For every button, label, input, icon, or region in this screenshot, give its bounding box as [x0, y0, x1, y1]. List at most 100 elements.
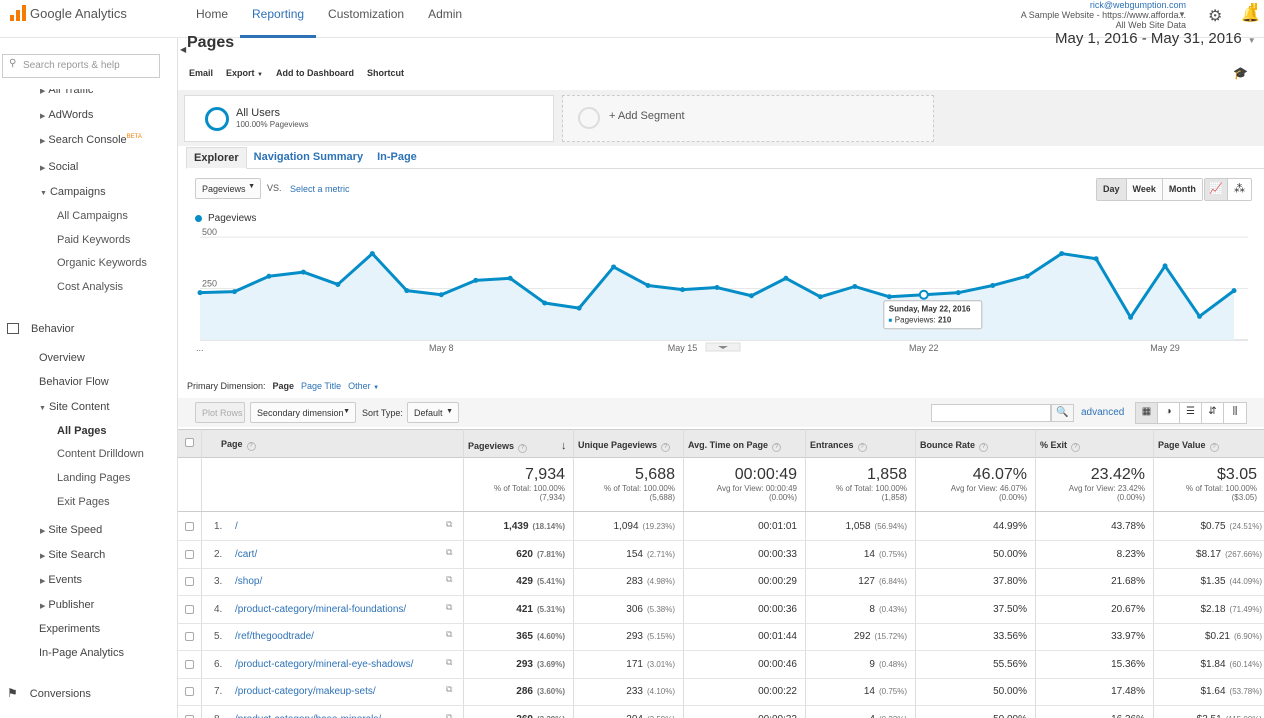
- data-table-icon[interactable]: ▦: [1136, 403, 1158, 423]
- table-row[interactable]: 2. /cart/ ⧉ 620 (7.81%) 154 (2.71%) 00:00:33 14(…: [178, 541, 1264, 569]
- tab-explorer[interactable]: Explorer: [186, 147, 247, 169]
- table-row[interactable]: 5. /ref/thegoodtrade/ ⧉ 365 (4.60%) 293 (5.15%…: [178, 623, 1264, 651]
- sidebar-item-organic-keywords[interactable]: Organic Keywords: [57, 257, 147, 269]
- sidebar-section-behavior[interactable]: Behavior: [7, 323, 74, 335]
- sidebar-item-search-console[interactable]: ▶ Search ConsoleBETA: [40, 134, 142, 146]
- sidebar-item-all-pages[interactable]: All Pages: [57, 425, 107, 437]
- page-path-link[interactable]: /shop/: [235, 576, 263, 587]
- table-row[interactable]: 3. /shop/ ⧉ 429 (5.41%) 283 (4.98%) 00:00:29 127…: [178, 568, 1264, 596]
- page-path-link[interactable]: /product-category/makeup-sets/: [235, 686, 376, 697]
- row-checkbox[interactable]: [185, 715, 194, 718]
- table-row[interactable]: 6. /product-category/mineral-eye-shadows/…: [178, 651, 1264, 679]
- sidebar-item-site-content[interactable]: ▼ Site Content: [39, 401, 110, 413]
- chevron-down-icon[interactable]: ▼: [1178, 10, 1186, 19]
- comparison-icon[interactable]: ⇵: [1202, 403, 1224, 423]
- table-filter-input[interactable]: [931, 404, 1051, 422]
- pivot-icon[interactable]: ⫼: [1224, 403, 1246, 423]
- metric-selector[interactable]: Pageviews ▼: [195, 178, 261, 199]
- page-path-link[interactable]: /: [235, 521, 238, 532]
- sidebar-item-overview[interactable]: Overview: [39, 352, 85, 364]
- col-page[interactable]: Page?: [221, 439, 256, 451]
- open-page-icon[interactable]: ⧉: [446, 657, 453, 667]
- col-exit[interactable]: % Exit?: [1040, 440, 1081, 452]
- row-checkbox[interactable]: [185, 687, 194, 696]
- account-selector[interactable]: rick@webgumption.com A Sample Website - …: [1021, 0, 1186, 30]
- col-page-value[interactable]: Page Value?: [1158, 440, 1219, 452]
- export-button[interactable]: Export ▼: [226, 68, 263, 78]
- table-row[interactable]: 1. / ⧉ 1,439 (18.14%) 1,094 (19.23%) 00:01:01 1,…: [178, 513, 1264, 541]
- row-checkbox[interactable]: [185, 577, 194, 586]
- sidebar-item-publisher[interactable]: ▶ Publisher: [40, 599, 95, 611]
- nav-customization[interactable]: Customization: [328, 7, 405, 21]
- gear-icon[interactable]: ⚙: [1208, 8, 1223, 25]
- day-button[interactable]: Day: [1097, 179, 1127, 200]
- week-button[interactable]: Week: [1126, 179, 1163, 200]
- sidebar-item-site-search[interactable]: ▶ Site Search: [40, 549, 106, 561]
- email-button[interactable]: Email: [189, 68, 214, 78]
- open-page-icon[interactable]: ⧉: [446, 712, 453, 718]
- table-row[interactable]: 4. /product-category/mineral-foundations/…: [178, 596, 1264, 624]
- search-icon[interactable]: 🔍: [1051, 404, 1074, 422]
- open-page-icon[interactable]: ⧉: [446, 547, 453, 557]
- open-page-icon[interactable]: ⧉: [446, 602, 453, 612]
- row-checkbox[interactable]: [185, 632, 194, 641]
- add-segment-button[interactable]: + Add Segment: [562, 95, 934, 142]
- search-input[interactable]: ⚲ Search reports & help: [2, 54, 160, 78]
- advanced-filter-link[interactable]: advanced: [1081, 407, 1125, 418]
- row-checkbox[interactable]: [185, 660, 194, 669]
- sidebar-item-paid-keywords[interactable]: Paid Keywords: [57, 234, 131, 246]
- open-page-icon[interactable]: ⧉: [446, 629, 453, 639]
- page-path-link[interactable]: /product-category/mineral-eye-shadows/: [235, 659, 414, 670]
- col-pageviews[interactable]: Pageviews? ↓: [468, 440, 567, 453]
- sidebar-item-behavior-flow[interactable]: Behavior Flow: [39, 376, 109, 388]
- graduation-cap-icon[interactable]: 🎓: [1233, 66, 1248, 80]
- sidebar-item-events[interactable]: ▶ Events: [40, 574, 83, 586]
- add-to-dashboard-button[interactable]: Add to Dashboard: [276, 68, 354, 78]
- tab-in-page[interactable]: In-Page: [377, 151, 417, 163]
- ga-logo[interactable]: Google Analytics: [10, 5, 127, 21]
- dimension-other[interactable]: Other ▼: [348, 381, 380, 391]
- page-path-link[interactable]: /product-category/mineral-foundations/: [235, 604, 407, 615]
- month-button[interactable]: Month: [1162, 179, 1202, 200]
- open-page-icon[interactable]: ⧉: [446, 574, 453, 584]
- col-unique-pageviews[interactable]: Unique Pageviews?: [578, 440, 671, 452]
- sidebar-item-in-page-analytics[interactable]: In-Page Analytics: [39, 647, 124, 659]
- dimension-page-title[interactable]: Page Title: [301, 381, 342, 391]
- dimension-page[interactable]: Page: [272, 381, 295, 391]
- sidebar-item-experiments[interactable]: Experiments: [39, 623, 101, 635]
- date-range-picker[interactable]: May 1, 2016 - May 31, 2016 ▼: [1055, 30, 1256, 47]
- col-entrances[interactable]: Entrances?: [810, 440, 867, 452]
- row-checkbox[interactable]: [185, 550, 194, 559]
- nav-reporting[interactable]: Reporting: [240, 0, 317, 38]
- sidebar-item-cost-analysis[interactable]: Cost Analysis: [57, 281, 124, 293]
- sidebar-item-landing-pages[interactable]: Landing Pages: [57, 472, 131, 484]
- nav-home[interactable]: Home: [196, 7, 229, 21]
- sidebar-section-conversions[interactable]: ⚑ Conversions: [7, 686, 91, 700]
- open-page-icon[interactable]: ⧉: [446, 519, 453, 529]
- page-path-link[interactable]: /product-category/base-minerals/: [235, 714, 381, 718]
- table-row[interactable]: 8. /product-category/base-minerals/ ⧉ 269(3…: [178, 706, 1264, 718]
- page-path-link[interactable]: /cart/: [235, 549, 258, 560]
- sidebar-item-all-campaigns[interactable]: All Campaigns: [57, 210, 128, 222]
- page-path-link[interactable]: /ref/thegoodtrade/: [235, 631, 314, 642]
- performance-icon[interactable]: ☰: [1180, 403, 1202, 423]
- sidebar-item-social[interactable]: ▶ Social: [40, 161, 79, 173]
- sidebar-item-all-traffic[interactable]: ▶ All Traffic: [40, 84, 94, 96]
- pie-chart-icon[interactable]: ◑: [1158, 403, 1180, 423]
- open-page-icon[interactable]: ⧉: [446, 684, 453, 694]
- row-checkbox[interactable]: [185, 605, 194, 614]
- select-metric-link[interactable]: Select a metric: [290, 184, 350, 194]
- table-row[interactable]: 7. /product-category/makeup-sets/ ⧉ 286 (3.6…: [178, 678, 1264, 706]
- sidebar-item-exit-pages[interactable]: Exit Pages: [57, 496, 110, 508]
- segment-all-users[interactable]: All Users 100.00% Pageviews: [184, 95, 554, 142]
- shortcut-button[interactable]: Shortcut: [367, 68, 404, 78]
- col-bounce-rate[interactable]: Bounce Rate?: [920, 440, 989, 452]
- sort-type-dropdown[interactable]: Default ▼: [407, 402, 459, 423]
- motion-chart-icon[interactable]: ⁂: [1234, 183, 1245, 195]
- row-checkbox[interactable]: [185, 522, 194, 531]
- bell-icon[interactable]: 🔔!: [1241, 3, 1260, 23]
- sidebar-item-adwords[interactable]: ▶ AdWords: [40, 109, 94, 121]
- nav-admin[interactable]: Admin: [428, 7, 463, 21]
- sidebar-item-content-drilldown[interactable]: Content Drilldown: [57, 448, 144, 460]
- select-all-checkbox[interactable]: [185, 438, 194, 447]
